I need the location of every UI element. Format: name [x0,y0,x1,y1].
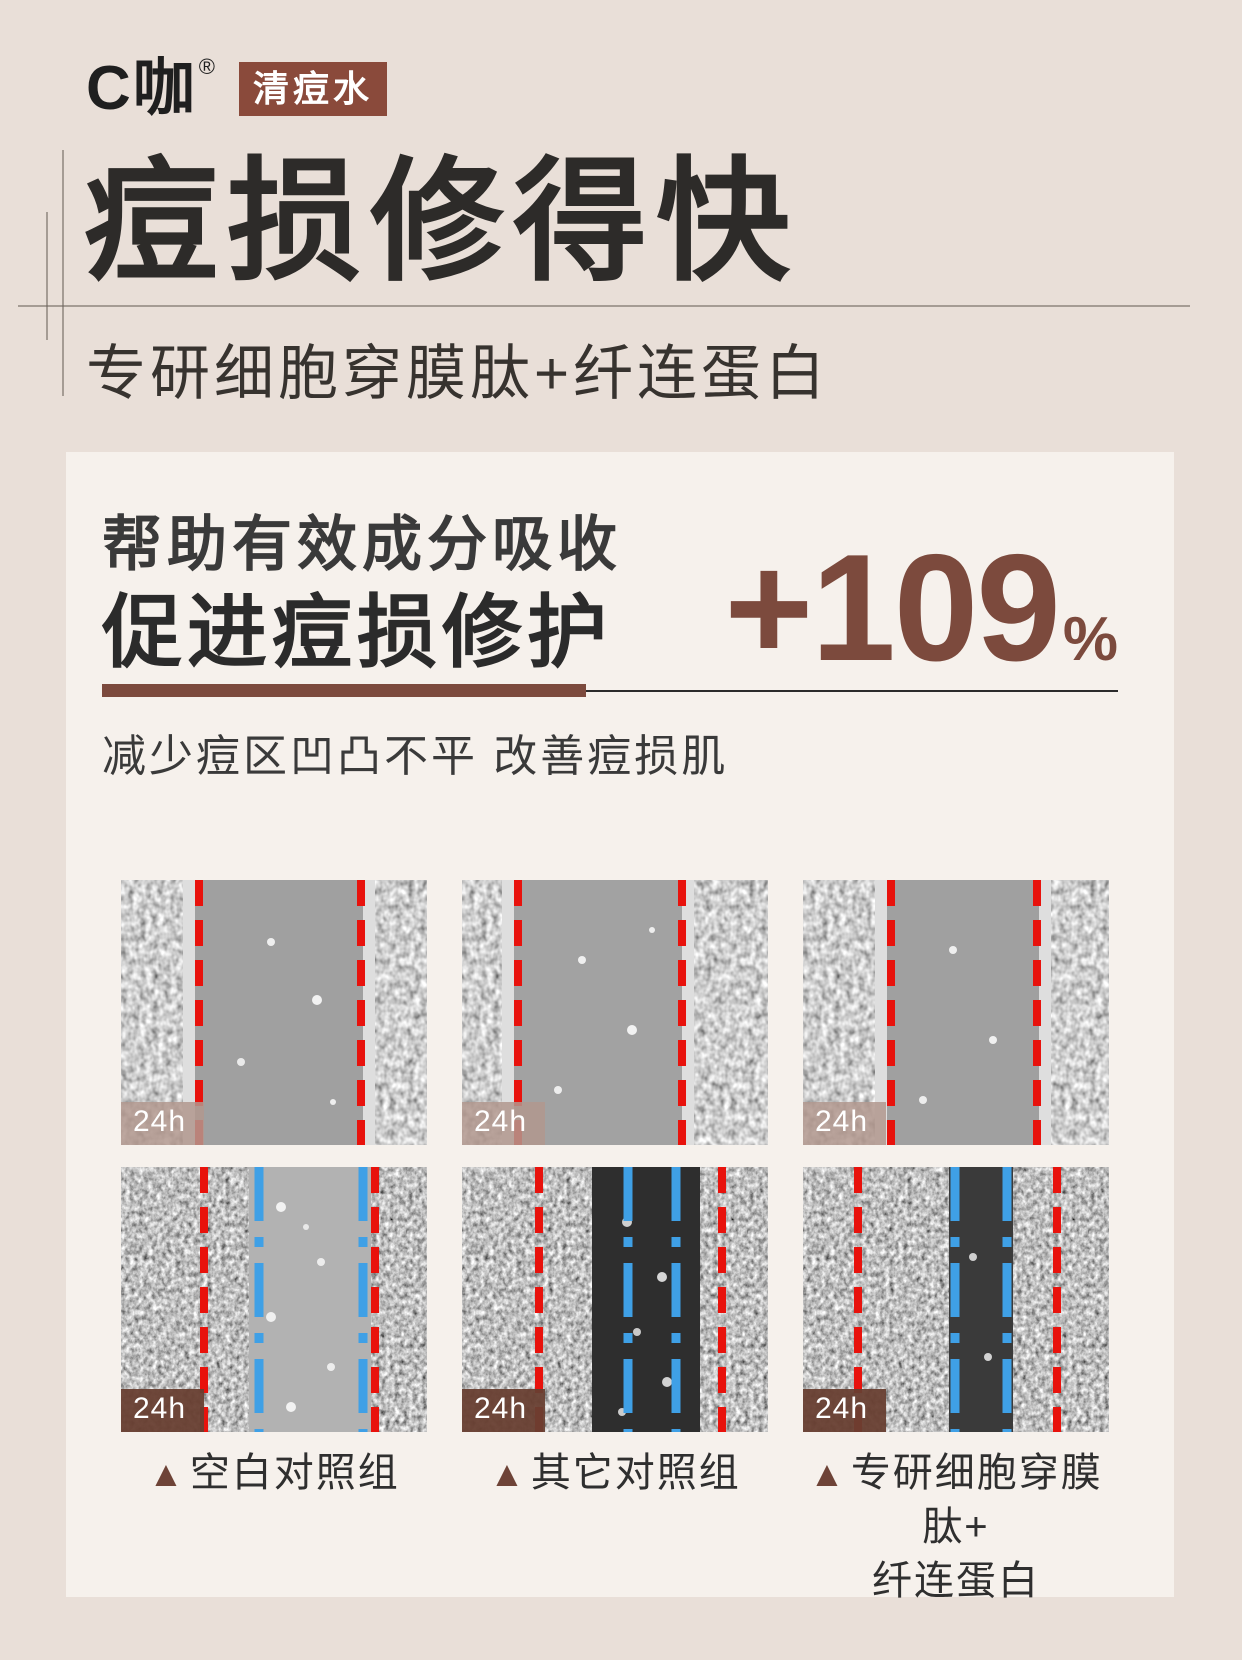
caption-peptide-fibronectin: ▲ 专研细胞穿膜肽+ 纤连蛋白 [803,1446,1109,1608]
decor-horizontal-line [18,305,1190,307]
triangle-icon: ▲ [489,1453,527,1494]
triangle-icon: ▲ [809,1453,847,1494]
decor-vertical-line-short [46,212,48,340]
stat-block: +109 % [724,532,1118,684]
wound-band [514,880,682,1145]
decor-vertical-line-long [62,150,64,396]
benefit-line-2: 促进痘损修护 [102,588,612,677]
microscopy-image [462,1167,768,1432]
benefit-description: 减少痘区凹凸不平 改善痘损肌 [102,732,729,781]
benefit-card: 帮助有效成分吸收 促进痘损修护 +109 % 减少痘区凹凸不平 改善痘损肌 [66,452,1174,1603]
divider [102,684,1118,697]
page-subtitle: 专研细胞穿膜肽+纤连蛋白 [86,340,830,407]
caption-text: 空白对照组 [189,1451,400,1495]
timepoint-label: 24h [121,1102,205,1145]
caption-other-control: ▲ 其它对照组 [462,1446,768,1608]
triangle-icon: ▲ [148,1453,186,1494]
microscopy-image [121,1167,427,1432]
wound-band [249,1167,371,1432]
assay-captions: ▲ 空白对照组 ▲ 其它对照组 ▲ 专研细胞穿膜肽+ 纤连蛋白 [121,1446,1109,1608]
assay-grid: 24h 24h [121,880,1109,1432]
assay-image-top-1: 24h [121,880,427,1145]
wound-band [195,880,363,1145]
assay-image-top-3: 24h [803,880,1109,1145]
page-title: 痘损修得快 [84,148,800,297]
assay-image-bottom-2: 24h [462,1167,768,1432]
wound-band [592,1167,700,1432]
timepoint-label: 24h [803,1389,887,1432]
microscopy-image [121,880,427,1145]
timepoint-label: 24h [121,1389,205,1432]
assay-image-bottom-1: 24h [121,1167,427,1432]
timepoint-label: 24h [462,1389,546,1432]
benefit-line-1: 帮助有效成分吸收 [102,511,622,578]
microscopy-image [803,1167,1109,1432]
microscopy-image [462,880,768,1145]
stat-percent-sign: % [1062,605,1118,674]
microscopy-image [803,880,1109,1145]
wound-band [887,880,1039,1145]
brand-header: C咖 ® 清痘水 [86,54,388,123]
brand-logo: C咖 ® [86,54,217,123]
brand-logo-text: C咖 [86,54,197,123]
stat-value: +109 [724,523,1060,693]
assay-image-top-2: 24h [462,880,768,1145]
caption-line-2: 纤连蛋白 [872,1559,1040,1603]
timepoint-label: 24h [803,1102,887,1145]
product-badge: 清痘水 [239,62,388,116]
caption-text: 专研细胞穿膜肽+ [850,1451,1103,1549]
caption-text: 其它对照组 [530,1451,741,1495]
divider-accent-bar [102,684,586,697]
caption-blank-control: ▲ 空白对照组 [121,1446,427,1608]
assay-image-bottom-3: 24h [803,1167,1109,1432]
divider-thin-line [586,689,1118,692]
wound-band [949,1167,1013,1432]
caption-line-1: ▲ 专研细胞穿膜肽+ [803,1446,1109,1554]
registered-mark: ® [198,54,217,79]
timepoint-label: 24h [462,1102,546,1145]
